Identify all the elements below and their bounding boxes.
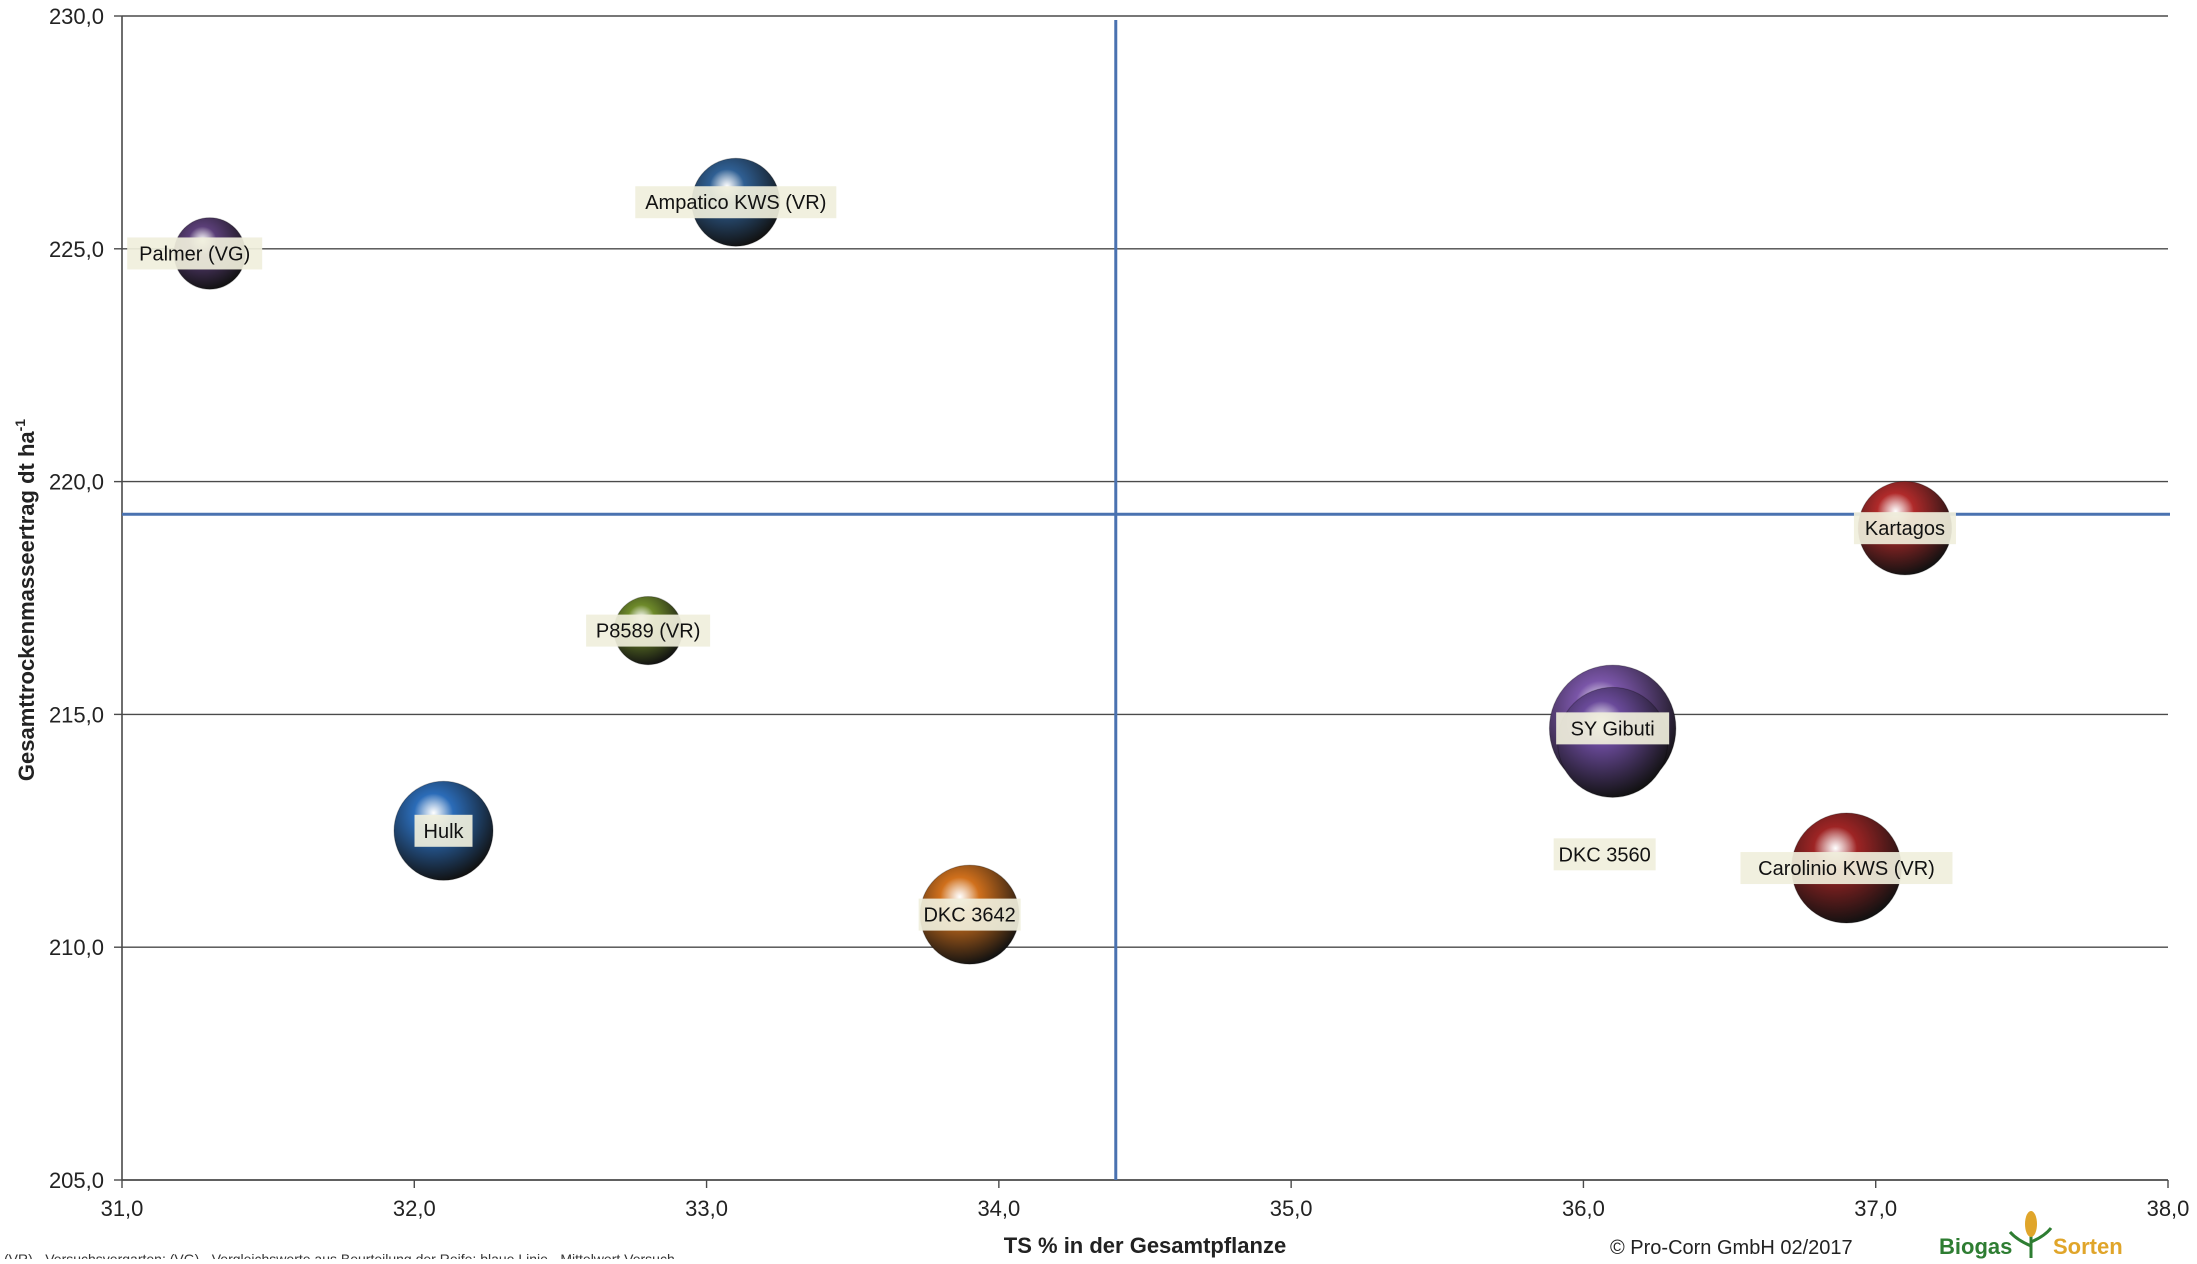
biogas-sorten-logo: Biogas Sorten	[1939, 1211, 2123, 1259]
x-tick-label: 35,0	[1270, 1196, 1313, 1221]
tick-labels: 205,0 210,0 215,0 220,0 225,0 230,0 31,0 32,0 33…	[49, 4, 2189, 1221]
bubble-label-box	[127, 237, 263, 270]
y-axis-title-text: Gesamttrockenmasseertrag dt ha	[14, 431, 39, 781]
bubble-label: Kartagos	[1865, 518, 1945, 540]
bubble-label-box	[1553, 838, 1656, 871]
logo-word-biogas: Biogas	[1939, 1234, 2012, 1259]
corn-plant-icon	[2008, 1211, 2053, 1258]
y-tick-label: 215,0	[49, 702, 104, 727]
x-tick-label: 33,0	[685, 1196, 728, 1221]
logo-word-sorten: Sorten	[2053, 1234, 2123, 1259]
x-tick-label: 32,0	[393, 1196, 436, 1221]
grid-lines	[122, 15, 2168, 1181]
bubble-label: DKC 3642	[923, 905, 1015, 927]
footnote-text: (VR) - Versuchsvergarten; (VG) - Verglei…	[4, 1251, 675, 1259]
y-tick-label: 205,0	[49, 1168, 104, 1193]
x-tick-label: 31,0	[101, 1196, 144, 1221]
x-tick-label: 36,0	[1562, 1196, 1605, 1221]
y-tick-label: 220,0	[49, 470, 104, 495]
x-tick-label: 37,0	[1854, 1196, 1897, 1221]
copyright-text: © Pro-Corn GmbH 02/2017	[1610, 1237, 1853, 1259]
bubble-labels: Palmer (VG) Ampatico KWS (VR) Kartagos P858…	[127, 186, 1956, 931]
y-axis-title-superscript: -1	[12, 419, 28, 432]
bubble-label: Palmer (VG)	[139, 243, 250, 265]
bubble-label-box	[1556, 712, 1670, 745]
bubble-label: Hulk	[424, 821, 465, 843]
axes	[114, 15, 2169, 1188]
bubble-label-box	[586, 614, 711, 647]
y-tick-label: 210,0	[49, 935, 104, 960]
y-tick-label: 225,0	[49, 237, 104, 262]
bubble-label: DKC 3560	[1559, 844, 1651, 866]
x-tick-label: 38,0	[2147, 1196, 2190, 1221]
bubble-label: SY Gibuti	[1571, 718, 1655, 740]
bubble-label-box	[918, 898, 1021, 931]
bubble-label-box	[1853, 512, 1956, 545]
bubble-label-box	[635, 186, 837, 219]
y-axis-title: Gesamttrockenmasseertrag dt ha-1	[12, 419, 39, 781]
bubble-label: Carolinio KWS (VR)	[1758, 858, 1935, 880]
bubble-label: P8589 (VR)	[596, 621, 701, 643]
bubble-label: Ampatico KWS (VR)	[645, 192, 826, 214]
x-tick-label: 34,0	[977, 1196, 1020, 1221]
reference-lines	[122, 20, 2170, 1180]
x-axis-title: TS % in der Gesamtpflanze	[1004, 1233, 1286, 1258]
bubble-label-box	[1740, 852, 1953, 885]
y-tick-label: 230,0	[49, 4, 104, 29]
bubble-label-box	[414, 814, 473, 847]
